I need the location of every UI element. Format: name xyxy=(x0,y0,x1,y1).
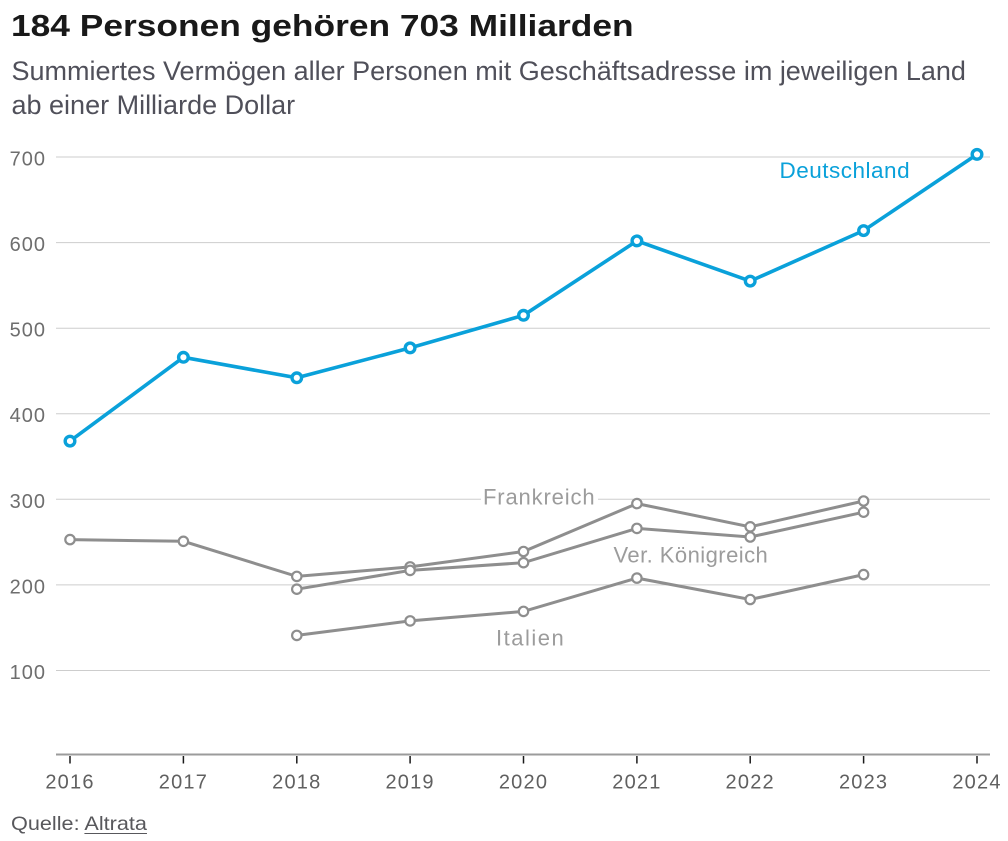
svg-text:2022: 2022 xyxy=(726,772,775,794)
svg-text:700: 700 xyxy=(10,149,46,171)
svg-text:100: 100 xyxy=(10,662,46,684)
svg-text:2023: 2023 xyxy=(839,772,888,794)
svg-text:2021: 2021 xyxy=(612,772,661,794)
svg-text:300: 300 xyxy=(10,491,46,513)
svg-text:2017: 2017 xyxy=(159,772,208,794)
svg-text:2019: 2019 xyxy=(385,772,434,794)
svg-text:Deutschland: Deutschland xyxy=(780,158,911,183)
svg-text:Frankreich: Frankreich xyxy=(483,485,595,510)
svg-text:500: 500 xyxy=(10,320,46,342)
svg-text:2020: 2020 xyxy=(499,772,548,794)
svg-text:Ver. Königreich: Ver. Königreich xyxy=(614,543,769,568)
svg-text:Italien: Italien xyxy=(496,626,565,651)
svg-text:2018: 2018 xyxy=(272,772,321,794)
svg-text:200: 200 xyxy=(10,576,46,598)
svg-text:2024: 2024 xyxy=(952,772,1001,794)
svg-text:400: 400 xyxy=(10,405,46,427)
svg-text:2016: 2016 xyxy=(45,772,94,794)
svg-text:600: 600 xyxy=(10,234,46,256)
